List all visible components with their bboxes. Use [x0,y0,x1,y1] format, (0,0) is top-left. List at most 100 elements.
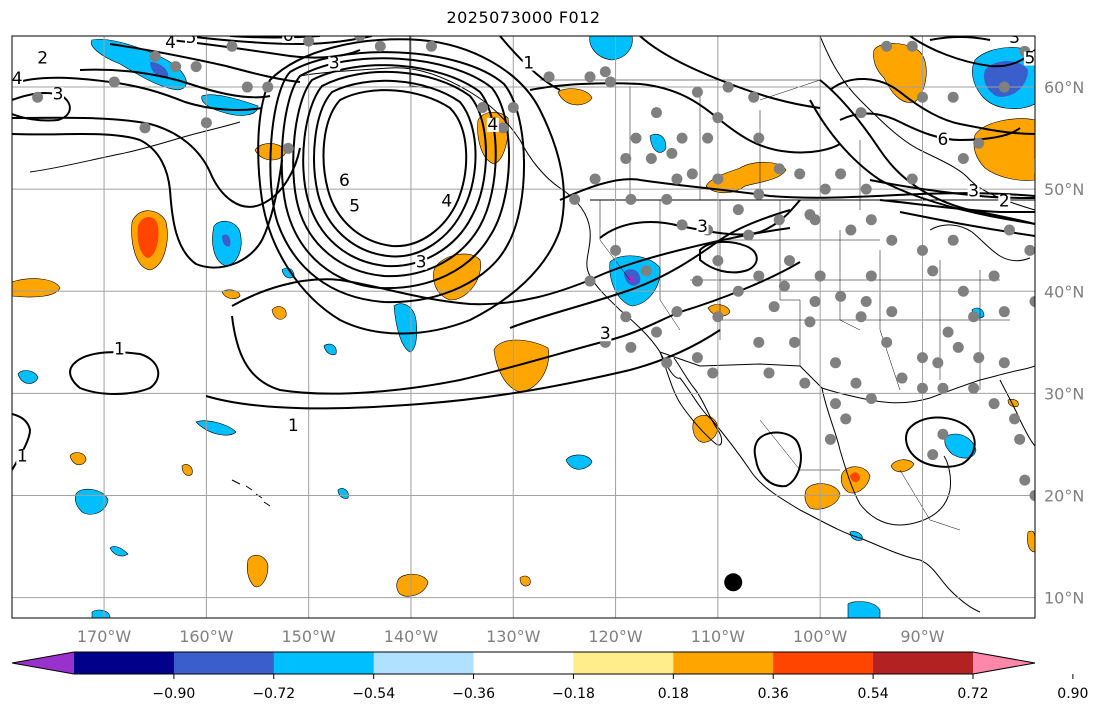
colorbar-tick-label: −0.36 [452,686,495,702]
contour-label-bg [348,199,361,214]
contour-label-bg [486,117,499,132]
station-dot [691,352,703,364]
station-dot [425,40,437,52]
station-dot [625,341,637,353]
station-dot [599,66,611,78]
contour-line [12,133,283,269]
station-dot [865,214,877,226]
station-dot [773,163,785,175]
station-dot [139,122,151,134]
lon-tick-label: 90°W [900,627,944,646]
positive-anomaly-area [181,464,193,476]
lon-tick-label: 130°W [486,627,541,646]
station-dot [1014,433,1026,445]
station-dot [799,377,811,389]
contour-line [12,76,263,111]
negative-anomaly-area [91,609,111,618]
station-dot [584,275,596,287]
station-markers [32,36,1081,501]
contour-line [292,64,497,278]
contour-label-bg [282,36,295,44]
station-dot [650,107,662,119]
station-dot [753,336,765,348]
negative-anomaly-area [565,454,593,470]
contour-line [559,178,1035,201]
station-dot [676,219,688,231]
station-dot [691,86,703,98]
station-dot [625,193,637,205]
station-dot [149,50,161,62]
station-dot [303,36,315,47]
colorbar-tick-label: 0.72 [957,686,988,702]
station-dot [773,214,785,226]
contour-line [313,79,477,258]
station-dot [947,234,959,246]
negative-anomaly-area [222,234,231,247]
station-dot [1029,489,1035,501]
station-dot [809,295,821,307]
station-dot [650,326,662,338]
contour-label-bg [36,51,49,66]
contour-label-bg [185,36,198,46]
lon-tick-label: 170°W [77,627,132,646]
station-dot [282,142,294,154]
colorbar-tick-label: −0.18 [552,686,595,702]
us-mexico-border [659,351,823,389]
contour-line [79,68,271,99]
latitude-tick-labels: 60°N 50°N 40°N 30°N 20°N 10°N [1044,78,1084,608]
station-dot [819,183,831,195]
station-dot [374,40,386,52]
station-dot [804,316,816,328]
station-dot [988,398,1000,410]
negative-anomaly-area [984,61,1028,97]
station-dot [620,311,632,323]
station-dot [763,367,775,379]
florida [999,379,1035,447]
positive-anomaly-area [137,217,159,258]
aleutian-chain [29,121,241,173]
contour-label: 2 [37,49,48,69]
station-dot [753,132,765,144]
station-dot [712,112,724,124]
contour-label-bg [338,174,351,189]
colorbar-extend-high [973,652,1035,674]
station-dot [998,81,1010,93]
contour-label-bg [696,220,709,234]
negative-anomaly-area [323,343,337,356]
positive-anomaly-area [69,452,87,466]
positive-anomaly-area [271,306,287,320]
contour-label: 3 [600,324,611,344]
station-dot [896,372,908,384]
station-dot [507,101,519,113]
contour-label-bg [164,36,177,51]
colorbar-segment [74,652,175,674]
station-dot [968,311,980,323]
station-dot [886,306,898,318]
contour-label: 4 [1040,56,1051,76]
colorbar-tick-label: −0.54 [352,686,395,702]
station-dot [753,270,765,282]
station-dot [916,91,928,103]
colorbar-extend-low [12,652,74,674]
station-dot [108,76,120,88]
lat-tick-label: 20°N [1044,486,1084,505]
great-lakes [929,224,1031,262]
positive-anomaly-area [890,459,915,473]
baja-california [659,351,723,446]
contour-line [909,36,1035,68]
colorbar-tick-label: 0.18 [658,686,689,702]
station-dot [824,433,836,445]
colorbar-segment [473,652,574,674]
station-dot [661,357,673,369]
station-dot [937,382,949,394]
colorbar-segment [773,652,874,674]
colorbar-segment [673,652,774,674]
contour-line [269,51,525,304]
station-dot [262,81,274,93]
positive-anomaly-area [221,289,241,299]
contour-label-bg [328,56,341,71]
station-dot [354,36,366,42]
station-dot [1070,270,1081,281]
contour-line [819,79,1035,225]
station-dot [748,91,760,103]
